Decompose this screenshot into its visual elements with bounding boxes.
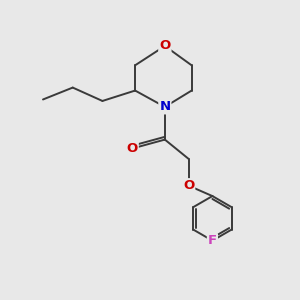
Text: N: N bbox=[159, 100, 170, 113]
Text: O: O bbox=[159, 40, 170, 52]
Text: F: F bbox=[208, 234, 217, 247]
Text: O: O bbox=[127, 142, 138, 155]
Text: O: O bbox=[183, 179, 194, 192]
